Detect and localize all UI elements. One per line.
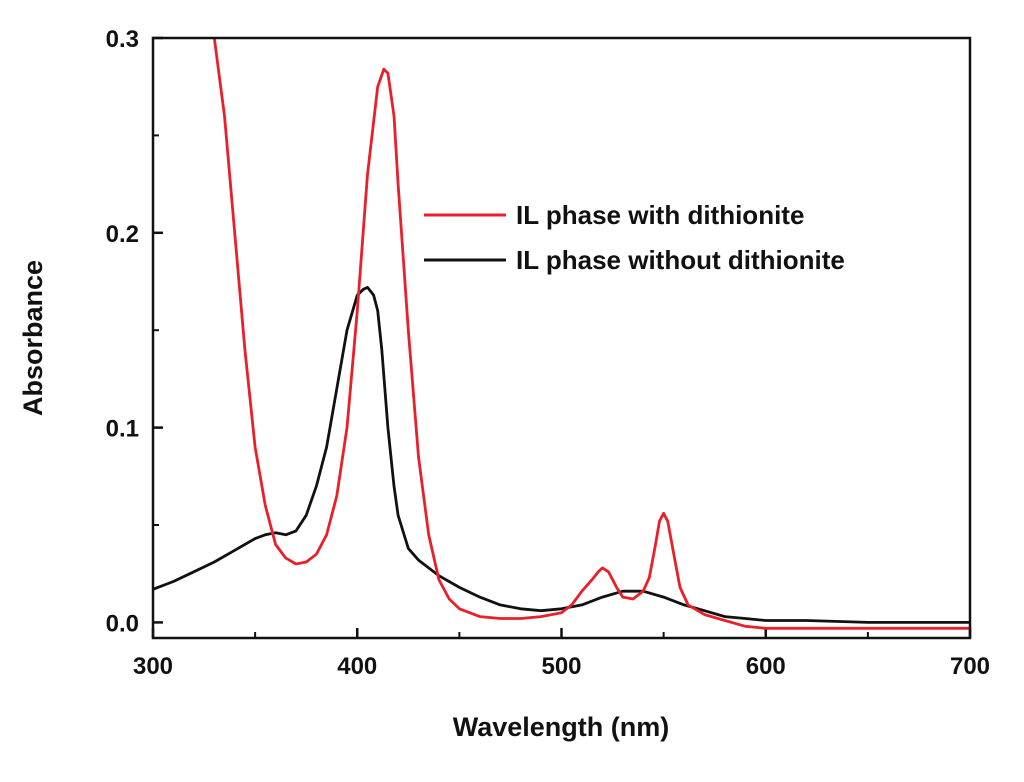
x-tick-label: 700: [950, 653, 990, 680]
y-tick-label: 0.1: [106, 416, 139, 443]
tick-layer: [151, 36, 972, 638]
x-tick-label: 300: [133, 653, 173, 680]
y-tick-label: 0.3: [106, 26, 139, 53]
x-tick-label: 500: [541, 653, 581, 680]
series-line-with-dithionite: [212, 38, 970, 630]
plot-frame: [151, 36, 972, 640]
x-tick-label: 400: [337, 653, 377, 680]
series-layer: [153, 38, 970, 630]
y-tick-label: 0.2: [106, 221, 139, 248]
legend-label-without-dithionite: IL phase without dithionite: [516, 245, 845, 275]
y-axis-title: Absorbance: [18, 260, 48, 416]
x-tick-label: 600: [746, 653, 786, 680]
y-tick-labels: 0.0 0.1 0.2 0.3: [106, 26, 139, 637]
legend: IL phase with dithionite IL phase withou…: [424, 200, 845, 275]
x-axis-title: Wavelength (nm): [453, 712, 670, 742]
x-tick-labels: 300 400 500 600 700: [133, 653, 990, 680]
legend-label-with-dithionite: IL phase with dithionite: [516, 200, 804, 230]
series-line-without-dithionite: [153, 285, 970, 624]
y-tick-label: 0.0: [106, 610, 139, 637]
